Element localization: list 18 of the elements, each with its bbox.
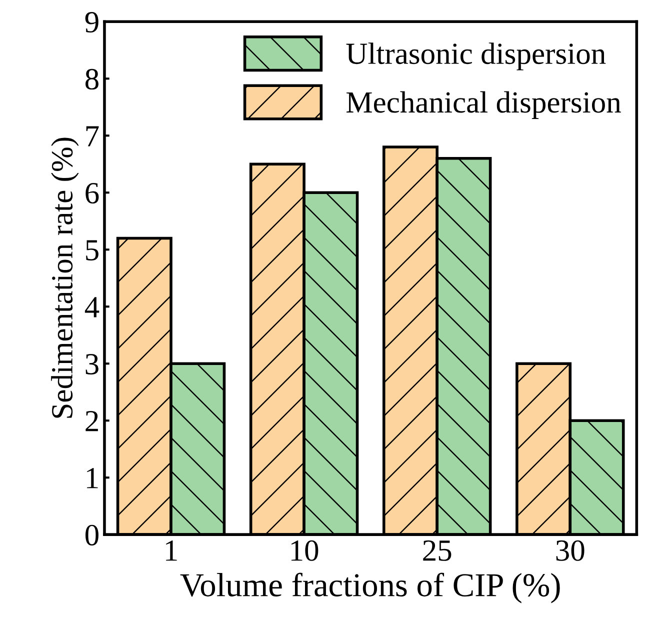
y-tick-label: 0 [86,524,98,546]
x-tick-label: 25 [423,540,452,561]
x-tick-label: 30 [556,540,584,561]
legend-label: Mechanical dispersion [346,91,621,119]
y-tick-label: 3 [86,354,98,374]
x-tick-label: 1 [166,540,177,561]
y-tick-label: 9 [85,12,98,33]
y-tick-label: 2 [86,410,98,432]
x-tick-label: 10 [291,540,318,561]
y-tick-label: 1 [87,468,98,488]
x-axis-title: Volume fractions of CIP (%) [180,572,560,604]
y-tick-label: 8 [86,68,98,90]
y-tick-label: 6 [86,182,99,204]
y-axis-title: Sedimentation rate (%) [51,138,79,418]
y-tick-label: 4 [84,297,100,318]
legend-label: Ultrasonic dispersion [346,42,606,70]
y-tick-label: 7 [86,126,99,146]
y-tick-label: 5 [86,240,98,261]
